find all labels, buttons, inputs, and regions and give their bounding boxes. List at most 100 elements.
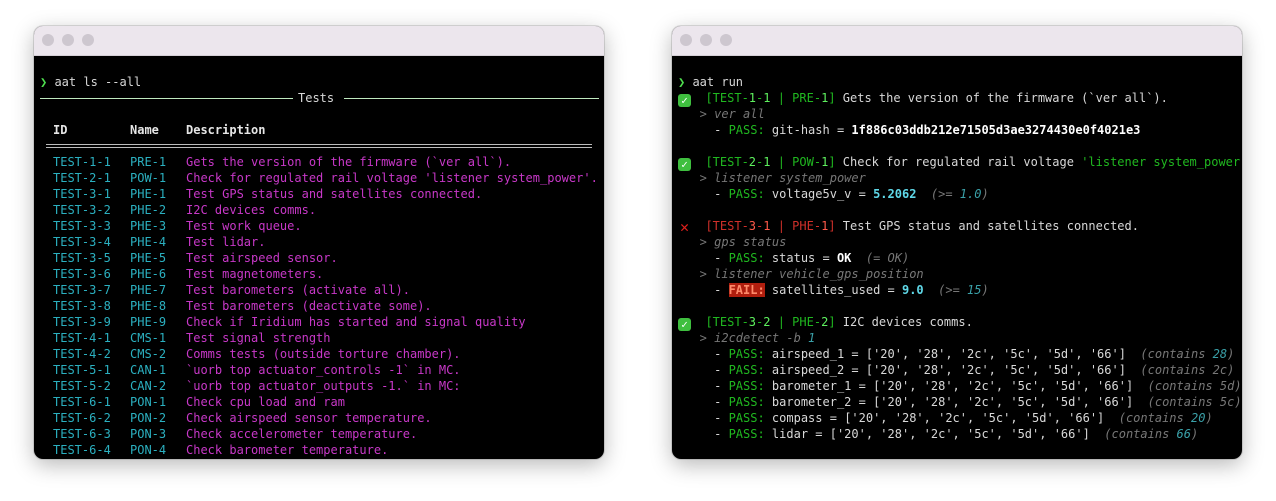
output-line: > i2cdetect -b 1 bbox=[678, 330, 816, 346]
output-line: - PASS: airspeed_2 = ['20', '28', '2c', … bbox=[678, 362, 1234, 378]
test-name: POW-1 bbox=[130, 171, 167, 185]
output-segment: - bbox=[678, 411, 729, 425]
command-line: ❯ aat run bbox=[678, 74, 743, 90]
zoom-button[interactable] bbox=[82, 34, 94, 46]
output-segment: 15 bbox=[967, 283, 982, 297]
test-id: TEST-3-8 bbox=[53, 299, 111, 313]
output-line: > listener system_power bbox=[678, 170, 866, 186]
test-result-header: ✕ [TEST-3-1 | PHE-1] Test GPS status and… bbox=[678, 218, 1139, 236]
zoom-button[interactable] bbox=[720, 34, 732, 46]
output-segment: i2cdetect -b bbox=[714, 331, 809, 345]
output-segment: PASS: bbox=[728, 411, 765, 425]
output-segment: - bbox=[678, 251, 729, 265]
minimize-button[interactable] bbox=[62, 34, 74, 46]
test-id: TEST-3-2 bbox=[53, 203, 111, 217]
close-button[interactable] bbox=[680, 34, 692, 46]
test-id: TEST-6-4 bbox=[53, 443, 111, 457]
minimize-button[interactable] bbox=[700, 34, 712, 46]
output-line: - PASS: status = OK (= OK) bbox=[678, 250, 909, 266]
output-segment: Test GPS status and satellites connected… bbox=[842, 219, 1139, 233]
output-segment: 66 bbox=[1176, 427, 1191, 441]
test-description: Check barometer temperature. bbox=[186, 443, 389, 457]
output-segment: ['20', '28', '2c', '5c', '5d', '66'] bbox=[873, 379, 1134, 393]
test-description: Test signal strength bbox=[186, 331, 331, 345]
output-line: > listener vehicle_gps_position bbox=[678, 266, 924, 282]
output-segment: 1 bbox=[763, 219, 771, 233]
test-id: TEST-5-2 bbox=[53, 379, 111, 393]
output-segment: ['20', '28', '2c', '5c', '5d', '66'] bbox=[873, 395, 1134, 409]
test-result-header: ✓ [TEST-3-2 | PHE-2] I2C devices comms. bbox=[678, 314, 973, 331]
output-segment: 1 bbox=[763, 155, 771, 169]
output-segment: - bbox=[756, 219, 764, 233]
test-description: Test magnetometers. bbox=[186, 267, 324, 281]
column-header-id: ID bbox=[53, 123, 68, 137]
test-description: Test GPS status and satellites connected… bbox=[186, 187, 483, 201]
test-result-header: ✓ [TEST-2-1 | POW-1] Check for regulated… bbox=[678, 154, 1242, 171]
output-segment: 28 bbox=[1212, 347, 1228, 361]
output-segment: 2 bbox=[821, 315, 829, 329]
output-segment: > bbox=[678, 267, 715, 281]
output-segment: - bbox=[678, 379, 729, 393]
output-segment: 1 bbox=[808, 331, 816, 345]
terminal-output[interactable]: ❯ aat ls --all Tests ID Name Description… bbox=[34, 56, 604, 457]
output-segment: listener system_power bbox=[714, 171, 866, 185]
output-segment: barometer_1 = bbox=[764, 379, 874, 393]
output-segment: (contains 5d) bbox=[1133, 379, 1242, 393]
output-segment: 1 bbox=[821, 155, 829, 169]
cross-icon: ✕ bbox=[679, 218, 690, 236]
output-segment: ) bbox=[1190, 427, 1199, 441]
output-segment: 1 bbox=[763, 91, 771, 105]
prompt-icon: ❯ bbox=[40, 75, 55, 89]
output-segment: 3 bbox=[748, 315, 757, 329]
test-name: PHE-2 bbox=[130, 203, 167, 217]
test-name: PON-3 bbox=[130, 427, 167, 441]
output-segment: (contains 5c) bbox=[1133, 395, 1242, 409]
output-segment: 9.0 bbox=[901, 283, 924, 297]
output-line: - PASS: git-hash = 1f886c03ddb212e71505d… bbox=[678, 122, 1140, 138]
terminal-output[interactable]: ❯ aat run ✓ [TEST-1-1 | PRE-1] Gets the … bbox=[672, 56, 1242, 441]
close-button[interactable] bbox=[42, 34, 54, 46]
test-id: TEST-1-1 bbox=[53, 155, 111, 169]
divider bbox=[344, 98, 599, 99]
output-segment: - bbox=[678, 347, 729, 361]
output-segment: | PHE- bbox=[770, 315, 822, 329]
output-segment: git-hash = bbox=[764, 123, 852, 137]
prompt-icon: ❯ bbox=[678, 75, 693, 89]
output-segment: Gets the version of the firmware (`ver a… bbox=[842, 91, 1168, 105]
test-id: TEST-6-1 bbox=[53, 395, 111, 409]
output-segment: status = bbox=[764, 251, 837, 265]
output-segment: ['20', '28', '2c', '5c', '5d', '66'] bbox=[844, 411, 1105, 425]
output-segment: (contains 2c) bbox=[1125, 363, 1235, 377]
output-segment: > bbox=[678, 235, 715, 249]
output-segment: PASS: bbox=[728, 395, 765, 409]
output-line: - PASS: lidar = ['20', '28', '2c', '5c',… bbox=[678, 426, 1198, 442]
test-name: PON-1 bbox=[130, 395, 167, 409]
test-name: PHE-6 bbox=[130, 267, 167, 281]
output-segment: 1 bbox=[748, 91, 757, 105]
test-name: PRE-1 bbox=[130, 155, 167, 169]
test-name: PHE-5 bbox=[130, 251, 167, 265]
output-segment: (contains bbox=[1104, 411, 1191, 425]
test-id: TEST-4-2 bbox=[53, 347, 111, 361]
test-id: TEST-6-2 bbox=[53, 411, 111, 425]
test-result-header: ✓ [TEST-1-1 | PRE-1] Gets the version of… bbox=[678, 90, 1168, 107]
test-id: TEST-5-1 bbox=[53, 363, 111, 377]
output-segment: | POW- bbox=[770, 155, 822, 169]
output-line: - PASS: barometer_1 = ['20', '28', '2c',… bbox=[678, 378, 1242, 394]
table-title: Tests bbox=[298, 91, 335, 105]
test-description: Check accelerometer temperature. bbox=[186, 427, 418, 441]
output-segment: ) bbox=[1205, 411, 1213, 425]
output-segment: barometer_2 = bbox=[764, 395, 874, 409]
output-segment: - bbox=[678, 187, 729, 201]
output-segment: ) bbox=[981, 187, 989, 201]
output-line: - FAIL: satellites_used = 9.0 (>= 15) bbox=[678, 282, 989, 298]
test-name: PHE-1 bbox=[130, 187, 167, 201]
test-name: PHE-8 bbox=[130, 299, 167, 313]
output-segment: ) bbox=[1227, 347, 1235, 361]
output-segment: - bbox=[678, 395, 729, 409]
output-segment: [TEST- bbox=[691, 315, 749, 329]
divider bbox=[40, 98, 293, 99]
command-text: aat run bbox=[692, 75, 744, 89]
output-segment: 5.2062 bbox=[873, 187, 917, 201]
test-name: PHE-7 bbox=[130, 283, 167, 297]
